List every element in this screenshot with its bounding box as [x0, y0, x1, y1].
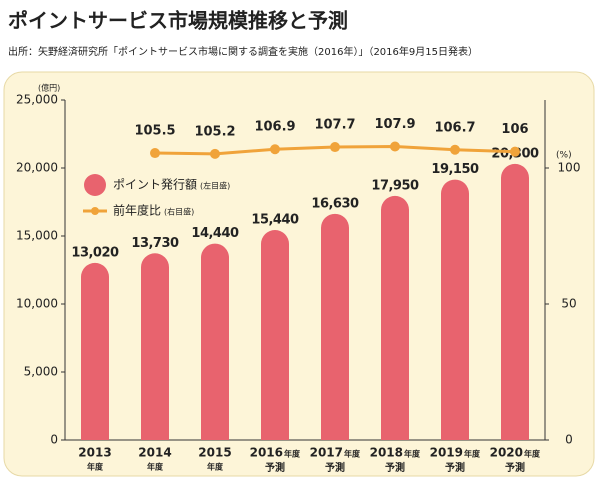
bar — [381, 195, 409, 440]
line-point — [270, 144, 280, 155]
x-tick-suffix: 年度 — [284, 449, 301, 459]
bar-value-label: 15,440 — [251, 213, 299, 228]
legend-label: 前年度比 — [113, 203, 161, 218]
x-tick-label: 2014 — [138, 446, 171, 460]
x-tick-suffix: 年度 — [87, 462, 104, 472]
x-tick-label: 2020 — [490, 446, 523, 460]
legend-swatch — [84, 174, 106, 196]
y2-tick-label: 50 — [561, 297, 576, 311]
y-tick-label: 5,000 — [24, 365, 58, 379]
line-value-label: 106 — [501, 122, 528, 137]
bar — [201, 243, 229, 440]
x-tick-forecast: 予測 — [325, 461, 345, 474]
line-point — [510, 146, 520, 157]
line-point — [150, 148, 160, 159]
x-tick-label: 2015 — [198, 446, 231, 460]
y2-tick-label: 100 — [558, 161, 581, 175]
x-tick-label: 2016 — [250, 446, 283, 460]
bar — [81, 262, 109, 440]
legend-label: ポイント発行額 — [113, 178, 197, 192]
x-tick-forecast: 予測 — [265, 461, 285, 474]
x-tick-suffix: 年度 — [207, 462, 224, 472]
bar — [321, 213, 349, 440]
x-tick-label: 2019 — [430, 446, 463, 460]
bar — [501, 163, 529, 441]
line-value-label: 107.9 — [374, 117, 415, 132]
legend-note: (左目盛) — [200, 181, 230, 191]
bar-value-label: 14,440 — [191, 226, 239, 241]
y2-axis-label: (%) — [556, 151, 572, 161]
bar-value-label: 13,730 — [131, 236, 179, 251]
subtitle: 出所：矢野経済研究所「ポイントサービス市場に関する調査を実施（2016年）」（2… — [8, 45, 478, 58]
bar-value-label: 16,630 — [311, 196, 359, 211]
y-tick-label: 10,000 — [16, 297, 58, 311]
x-tick-forecast: 予測 — [505, 461, 525, 474]
x-tick-forecast: 予測 — [385, 461, 405, 474]
line-value-label: 106.7 — [434, 120, 475, 135]
bar — [261, 230, 289, 440]
y-tick-label: 15,000 — [16, 229, 58, 243]
y-tick-label: 20,000 — [16, 161, 58, 175]
line-point — [450, 144, 460, 155]
line-value-label: 107.7 — [314, 118, 355, 133]
bar-value-label: 13,020 — [71, 245, 119, 260]
x-tick-forecast: 予測 — [445, 461, 465, 474]
legend-note: (右目盛) — [164, 207, 194, 217]
bar — [141, 253, 169, 440]
x-tick-suffix: 年度 — [524, 449, 541, 459]
line-value-label: 105.2 — [194, 124, 235, 139]
legend-swatch — [91, 207, 99, 215]
x-tick-label: 2018 — [370, 446, 403, 460]
bar-value-label: 17,950 — [371, 178, 419, 193]
line-value-label: 105.5 — [134, 124, 175, 139]
x-tick-label: 2017 — [310, 446, 343, 460]
bar-value-label: 19,150 — [431, 162, 479, 177]
chart-title: ポイントサービス市場規模推移と予測 — [8, 9, 348, 33]
x-tick-suffix: 年度 — [147, 462, 164, 472]
x-tick-suffix: 年度 — [464, 449, 481, 459]
y-axis-label: (億円) — [38, 83, 60, 93]
y2-tick-label: 0 — [565, 433, 573, 447]
x-tick-label: 2013 — [78, 446, 111, 460]
x-tick-suffix: 年度 — [404, 449, 421, 459]
y-tick-label: 25,000 — [16, 93, 58, 107]
line-value-label: 106.9 — [254, 120, 295, 135]
y-tick-label: 0 — [50, 433, 58, 447]
line-point — [210, 148, 220, 159]
bar — [441, 179, 469, 440]
x-tick-suffix: 年度 — [344, 449, 361, 459]
line-point — [390, 141, 400, 152]
line-point — [330, 142, 340, 153]
